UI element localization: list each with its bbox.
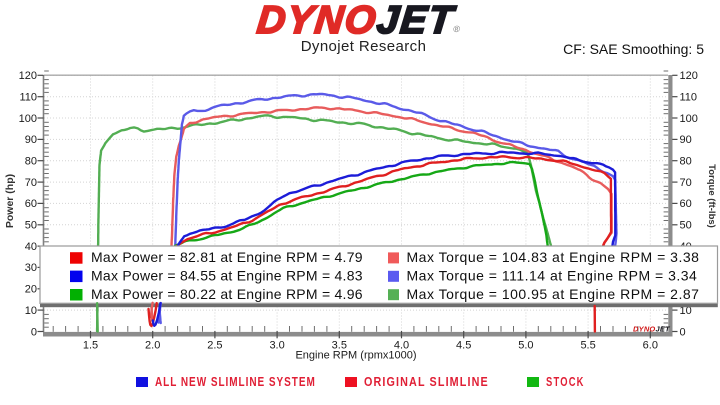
svg-text:100: 100 [680,113,698,125]
svg-text:40: 40 [25,241,37,253]
svg-text:4.5: 4.5 [456,340,471,352]
svg-text:10: 10 [25,305,37,317]
svg-text:Torque (ft-lbs): Torque (ft-lbs) [706,164,717,228]
svg-text:5.0: 5.0 [518,340,533,352]
svg-text:Max Torque = 104.83 at Engine: Max Torque = 104.83 at Engine RPM = 3.38 [407,249,700,265]
svg-text:0: 0 [680,326,686,338]
svg-text:50: 50 [680,220,692,232]
svg-text:60: 60 [25,198,37,210]
svg-text:DYNOJET: DYNOJET [633,324,671,333]
svg-text:90: 90 [25,134,37,146]
svg-text:50: 50 [25,220,37,232]
svg-text:100: 100 [19,113,37,125]
svg-text:110: 110 [680,92,698,104]
svg-text:Max Power = 80.22 at Engine RP: Max Power = 80.22 at Engine RPM = 4.96 [91,286,363,302]
svg-text:70: 70 [25,177,37,189]
svg-text:30: 30 [25,262,37,274]
svg-text:80: 80 [25,156,37,168]
svg-text:110: 110 [19,92,37,104]
svg-text:Max Torque = 111.14 at Engine: Max Torque = 111.14 at Engine RPM = 3.34 [407,268,698,284]
svg-text:70: 70 [680,177,692,189]
svg-text:60: 60 [680,198,692,210]
svg-text:Max Power = 84.55 at Engine RP: Max Power = 84.55 at Engine RPM = 4.83 [91,268,363,284]
svg-text:4.0: 4.0 [394,340,409,352]
svg-text:2.5: 2.5 [207,340,222,352]
svg-text:120: 120 [19,70,37,82]
svg-text:10: 10 [680,305,692,317]
svg-text:120: 120 [680,70,698,82]
svg-text:80: 80 [680,156,692,168]
svg-text:Max Torque = 100.95 at Engine: Max Torque = 100.95 at Engine RPM = 2.87 [407,286,700,302]
svg-text:1.5: 1.5 [83,340,98,352]
svg-text:3.0: 3.0 [269,340,284,352]
svg-text:5.5: 5.5 [580,340,595,352]
svg-text:Power (hp): Power (hp) [4,174,16,228]
svg-text:Max Power = 82.81 at Engine RP: Max Power = 82.81 at Engine RPM = 4.79 [91,249,363,265]
svg-text:3.5: 3.5 [332,340,347,352]
svg-text:0: 0 [31,326,37,338]
svg-text:6.0: 6.0 [643,340,658,352]
svg-text:Engine RPM (rpmx1000): Engine RPM (rpmx1000) [295,350,416,362]
svg-text:20: 20 [25,284,37,296]
svg-text:2.0: 2.0 [145,340,160,352]
svg-text:90: 90 [680,134,692,146]
